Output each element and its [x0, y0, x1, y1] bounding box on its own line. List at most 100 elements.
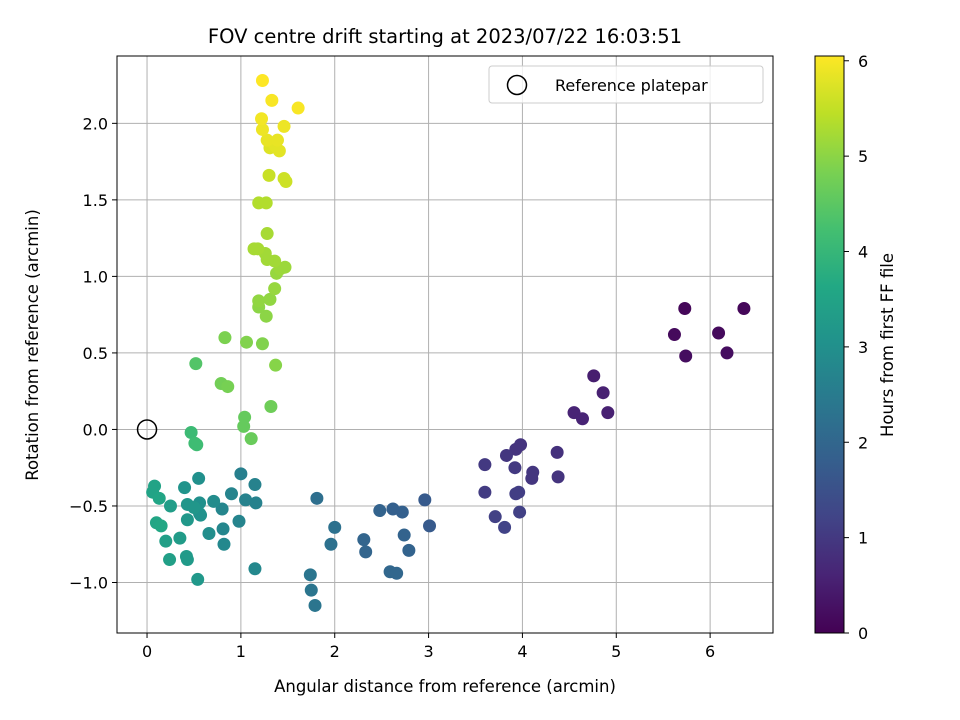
colorbar-tick-label: 1 — [858, 529, 868, 548]
scatter-point — [373, 504, 387, 518]
scatter-point — [324, 537, 338, 551]
scatter-point — [202, 527, 216, 541]
scatter-point — [234, 467, 248, 481]
scatter-point — [216, 522, 230, 536]
x-tick-label: 4 — [517, 642, 527, 661]
scatter-point — [173, 531, 187, 545]
scatter-point — [678, 302, 692, 316]
reference-marker — [136, 419, 158, 440]
x-tick-label: 1 — [236, 642, 246, 661]
scatter-point — [712, 326, 726, 340]
colorbar-tick-label: 3 — [858, 338, 868, 357]
scatter-point — [255, 112, 269, 126]
scatter-point — [587, 369, 601, 383]
scatter-point — [252, 294, 266, 308]
scatter-point — [397, 528, 411, 542]
y-axis-ticks: −1.0 −0.5 0.0 0.5 1.0 1.5 2.0 — [69, 114, 117, 592]
scatter-point — [423, 519, 437, 533]
scatter-point — [260, 133, 274, 147]
scatter-point — [601, 406, 615, 420]
scatter-point — [499, 448, 513, 462]
scatter-point — [512, 485, 526, 499]
scatter-point — [154, 519, 168, 533]
scatter-point — [260, 227, 274, 241]
scatter-point — [303, 568, 317, 582]
scatter-point — [395, 505, 409, 519]
scatter-point — [737, 302, 751, 316]
scatter-point — [217, 537, 231, 551]
scatter-point — [244, 432, 258, 446]
scatter-point — [551, 470, 565, 484]
scatter-point — [291, 101, 305, 115]
scatter-point — [277, 119, 291, 133]
scatter-point — [239, 493, 253, 507]
colorbar-frame — [814, 55, 845, 634]
scatter-point — [308, 598, 322, 612]
scatter-point — [192, 471, 206, 485]
scatter-point — [163, 553, 177, 567]
scatter-point — [268, 282, 282, 296]
scatter-point — [328, 520, 342, 534]
scatter-point — [255, 122, 269, 136]
scatter-point — [269, 358, 283, 372]
grid-lines — [117, 56, 773, 633]
scatter-point — [187, 501, 201, 514]
scatter-point — [402, 543, 416, 557]
scatter-point — [180, 553, 194, 567]
scatter-point — [218, 331, 232, 345]
scatter-point — [265, 93, 279, 107]
colorbar-label: Hours from first FF file — [878, 253, 897, 437]
y-tick-label: −1.0 — [69, 573, 108, 592]
scatter-point — [279, 175, 293, 188]
scatter-point — [207, 494, 221, 508]
data-points — [146, 73, 751, 612]
y-tick-label: −0.5 — [69, 497, 108, 516]
legend-label: Reference platepar — [555, 76, 708, 95]
scatter-point — [264, 399, 278, 413]
scatter-point — [184, 426, 198, 439]
colorbar-tick-label: 2 — [858, 433, 868, 452]
scatter-point — [596, 386, 610, 400]
colorbar-gradient — [815, 56, 844, 633]
scatter-point — [240, 335, 254, 349]
scatter-point — [278, 260, 292, 274]
x-tick-label: 2 — [330, 642, 340, 661]
y-tick-label: 2.0 — [83, 114, 108, 133]
colorbar-tick-label: 0 — [858, 624, 868, 643]
scatter-point — [152, 491, 166, 505]
scatter-point — [163, 499, 177, 513]
colorbar-ticks: 0 1 2 3 4 5 6 — [844, 52, 868, 643]
y-axis-label: Rotation from reference (arcmin) — [23, 209, 42, 481]
scatter-point — [255, 337, 269, 351]
scatter-point — [513, 505, 527, 519]
x-tick-label: 3 — [423, 642, 433, 661]
scatter-point — [478, 485, 492, 499]
scatter-point — [488, 510, 502, 524]
scatter-point — [159, 534, 173, 548]
scatter-point — [509, 442, 523, 456]
scatter-point — [251, 242, 265, 256]
colorbar-tick-label: 4 — [858, 243, 868, 262]
scatter-point — [189, 357, 203, 371]
legend: Reference platepar — [488, 65, 764, 104]
scatter-point — [190, 438, 204, 452]
scatter-point — [259, 309, 273, 323]
legend-marker-icon — [506, 74, 528, 96]
x-axis-ticks: 0 1 2 3 4 5 6 — [142, 633, 715, 661]
scatter-point — [667, 328, 681, 342]
x-tick-label: 6 — [705, 642, 715, 661]
scatter-point — [180, 513, 194, 527]
scatter-point — [221, 380, 235, 394]
y-tick-label: 1.5 — [83, 191, 108, 210]
colorbar-tick-label: 5 — [858, 147, 868, 166]
scatter-point — [178, 481, 192, 495]
reference-platepar-marker — [136, 419, 158, 440]
scatter-point — [249, 496, 263, 510]
scatter-point — [679, 349, 693, 363]
colorbar-tick-label: 6 — [858, 52, 868, 71]
scatter-point — [359, 545, 373, 559]
colorbar: 0 1 2 3 4 5 6 Hours from first FF file — [814, 52, 897, 643]
scatter-point — [310, 491, 324, 505]
scatter-point — [304, 583, 318, 597]
